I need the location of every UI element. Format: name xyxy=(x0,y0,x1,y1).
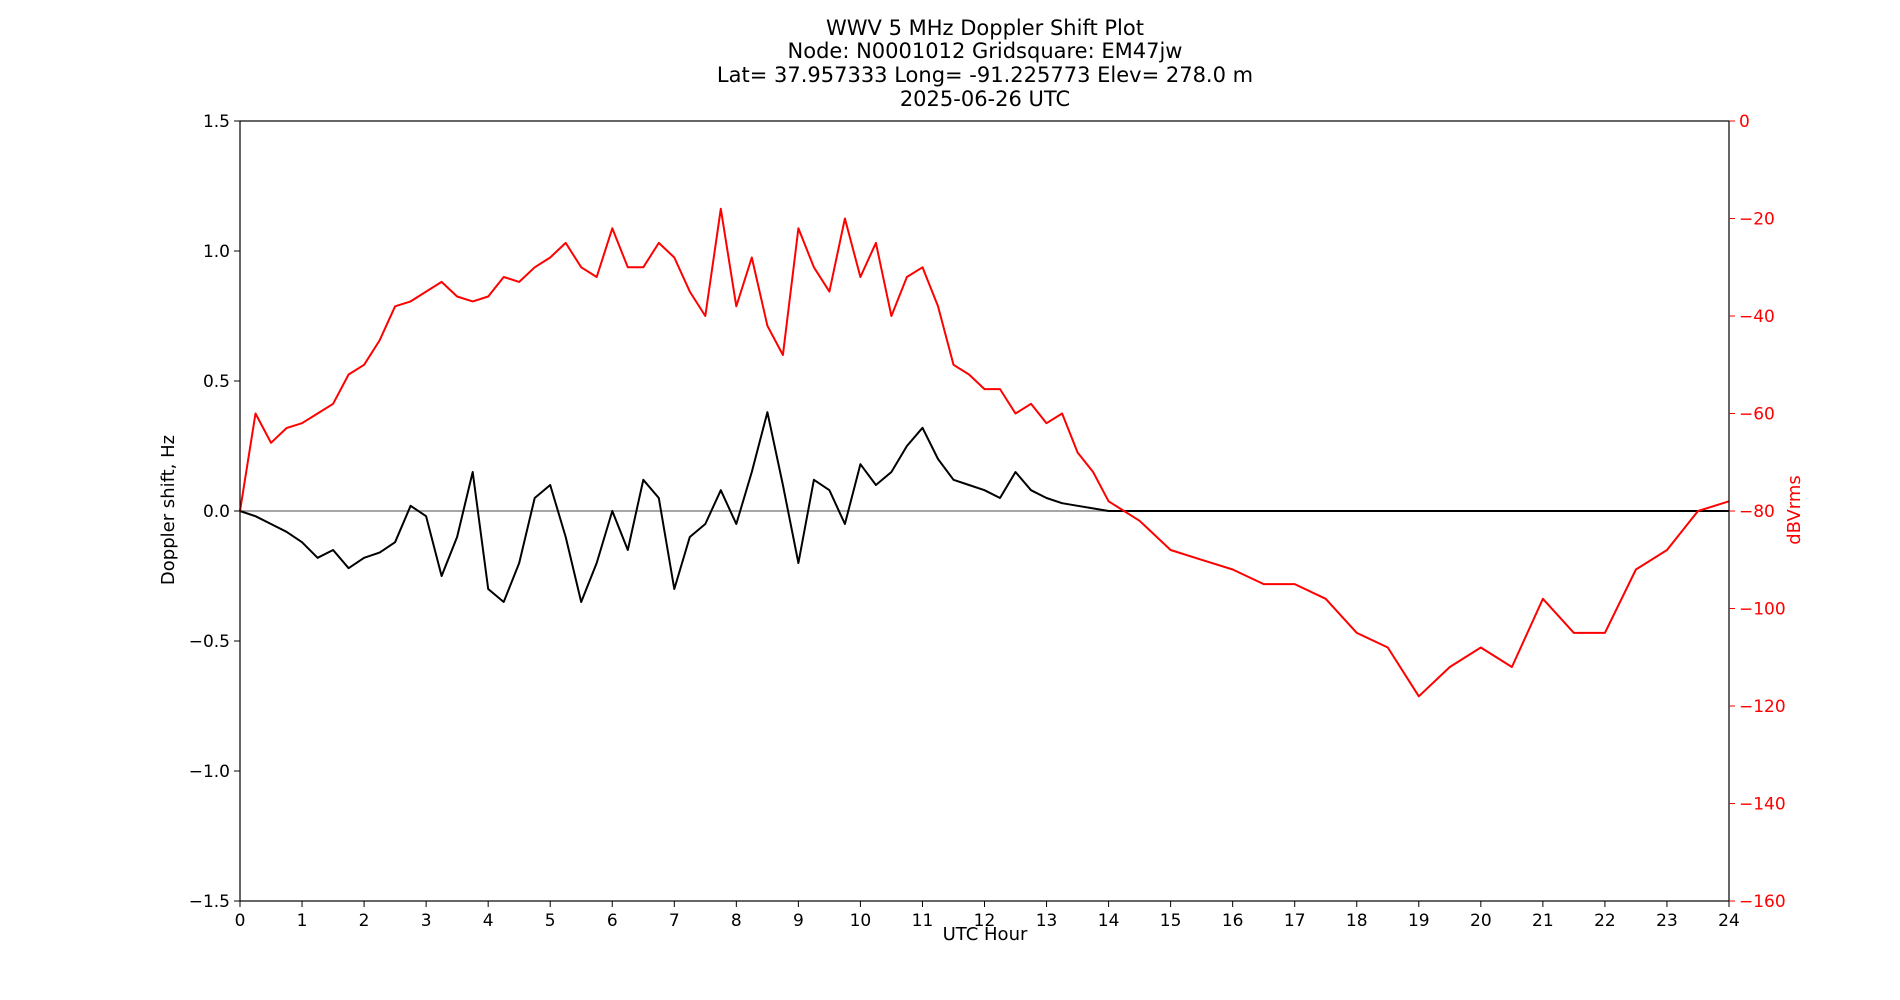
x-tick-label: 22 xyxy=(1594,911,1616,931)
y-left-tick-label: 1.5 xyxy=(203,112,230,132)
x-tick-label: 13 xyxy=(1036,911,1058,931)
y-right-tick-label: 0 xyxy=(1739,112,1750,132)
plot-area: 0 1 2 3 4 5 6 7 8 9 10 11 12 13 14 15 16 17 18 19 20 21 22 23 24… xyxy=(189,112,1786,931)
x-tick-label: 12 xyxy=(974,911,996,931)
y-right-tick-label: −80 xyxy=(1739,502,1775,522)
x-tick-label: 15 xyxy=(1160,911,1182,931)
doppler-shift-series-line xyxy=(239,411,1729,603)
y-left-tick-label: 1.0 xyxy=(203,242,230,262)
x-tick-label: 20 xyxy=(1470,911,1492,931)
x-tick-label: 3 xyxy=(421,911,432,931)
x-tick-label: 19 xyxy=(1408,911,1430,931)
x-tick-label: 5 xyxy=(545,911,556,931)
x-tick-label: 14 xyxy=(1098,911,1120,931)
x-tick-label: 7 xyxy=(669,911,680,931)
x-tick-label: 24 xyxy=(1718,911,1740,931)
y-right-tick-label: −140 xyxy=(1739,795,1786,815)
y-right-tick-label: −100 xyxy=(1739,600,1786,620)
y-right-tick-label: −40 xyxy=(1739,307,1775,327)
x-tick-label: 17 xyxy=(1284,911,1306,931)
chart-title: WWV 5 MHz Doppler Shift Plot xyxy=(826,16,1144,40)
x-axis-label: UTC Hour xyxy=(943,924,1028,945)
x-tick-label: 4 xyxy=(483,911,494,931)
x-tick-label: 9 xyxy=(793,911,804,931)
x-tick-label: 1 xyxy=(297,911,308,931)
y-right-tick-label: −120 xyxy=(1739,697,1786,717)
x-tick-label: 21 xyxy=(1532,911,1554,931)
chart-subtitle-location: Lat= 37.957333 Long= -91.225773 Elev= 27… xyxy=(717,63,1253,87)
y-right-tick-label: −60 xyxy=(1739,405,1775,425)
x-tick-label: 16 xyxy=(1222,911,1244,931)
x-tick-label: 11 xyxy=(912,911,934,931)
y-left-tick-label: 0.5 xyxy=(203,372,230,392)
x-tick-label: 10 xyxy=(850,911,872,931)
y-left-tick-label: −1.0 xyxy=(189,762,230,782)
y-left-tick-label: −0.5 xyxy=(189,632,230,652)
y-right-tick-label: −160 xyxy=(1739,892,1786,912)
y-right-axis-label: dBVrms xyxy=(1784,475,1805,545)
x-tick-label: 23 xyxy=(1656,911,1678,931)
y-left-tick-label: −1.5 xyxy=(189,892,230,912)
x-tick-label: 8 xyxy=(731,911,742,931)
x-tick-label: 0 xyxy=(235,911,246,931)
y-right-tick-label: −20 xyxy=(1739,210,1775,230)
x-tick-label: 18 xyxy=(1346,911,1368,931)
y-left-tick-label: 0.0 xyxy=(203,502,230,522)
chart-subtitle-date: 2025-06-26 UTC xyxy=(900,87,1070,111)
y-left-axis-label: Doppler shift, Hz xyxy=(158,435,179,585)
signal-power-series-line xyxy=(239,207,1730,698)
x-tick-label: 6 xyxy=(607,911,618,931)
chart-subtitle-node: Node: N0001012 Gridsquare: EM47jw xyxy=(788,39,1183,63)
x-tick-label: 2 xyxy=(359,911,370,931)
